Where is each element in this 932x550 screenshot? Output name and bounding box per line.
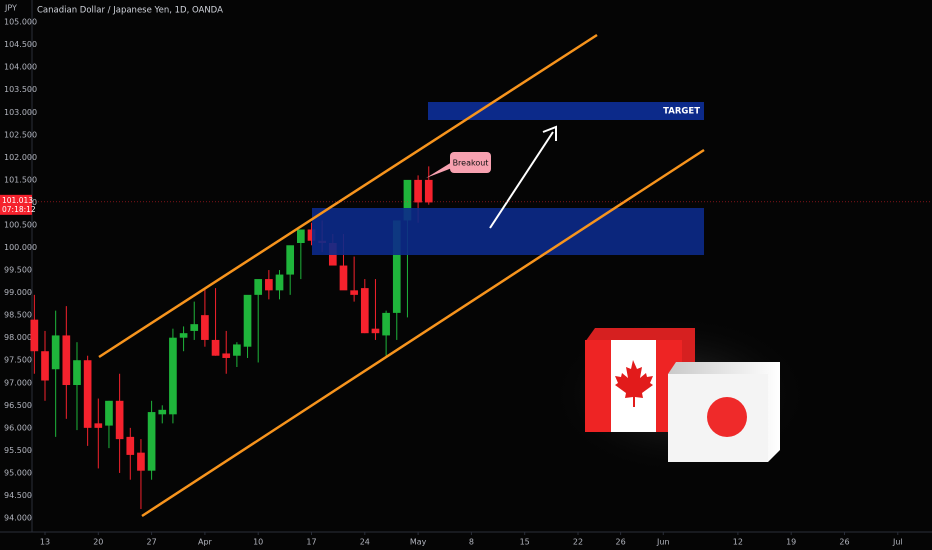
y-tick-label: 97.000 <box>4 378 32 387</box>
y-tick-label: 102.500 <box>4 130 37 139</box>
candle-body <box>147 412 156 471</box>
x-tick-label: Jul <box>892 538 903 547</box>
candle-body <box>169 337 177 415</box>
y-tick-label: 99.500 <box>4 266 32 275</box>
candle-body <box>179 333 188 338</box>
candle-body <box>403 179 412 221</box>
candle-body <box>339 265 348 291</box>
callout-label: Breakout <box>453 159 489 168</box>
candle-body <box>222 353 231 358</box>
y-tick-label: 97.500 <box>4 356 32 365</box>
x-tick-label: 19 <box>786 538 796 547</box>
candle-body <box>392 220 401 313</box>
canada-flag <box>585 328 695 432</box>
callout-tail <box>426 162 452 178</box>
x-tick-label: 13 <box>40 538 50 547</box>
y-tick-label: 103.000 <box>4 108 37 117</box>
x-tick-label: 12 <box>733 538 743 547</box>
last-price-box <box>0 194 32 215</box>
candle-body <box>73 360 81 386</box>
target-label: TARGET <box>663 107 700 117</box>
y-tick-label: 96.000 <box>4 423 32 432</box>
x-tick-label: Apr <box>198 538 213 547</box>
arrow-shaft <box>489 131 554 229</box>
y-tick-label: 103.500 <box>4 85 37 94</box>
candle-body <box>414 179 422 203</box>
candle-body <box>115 400 124 440</box>
candle-body <box>371 328 380 334</box>
candle-body <box>105 400 113 426</box>
candle-body <box>137 452 145 471</box>
x-tick-label: 17 <box>306 538 316 547</box>
x-tick-label: 22 <box>573 538 583 547</box>
x-tick-label: 8 <box>469 538 474 547</box>
candle-body <box>350 290 358 295</box>
candle-body <box>158 409 167 415</box>
x-tick-label: May <box>410 538 427 547</box>
x-tick-label: 10 <box>253 538 263 547</box>
x-tick-label: 26 <box>616 538 626 547</box>
candle-body <box>265 279 273 291</box>
y-tick-label: 94.500 <box>4 491 32 500</box>
arrow-head <box>542 125 557 141</box>
support-zone <box>312 208 704 255</box>
y-tick-label: 105.000 <box>4 18 37 27</box>
candle-body <box>126 436 135 455</box>
candle-body <box>41 351 49 381</box>
candle-body <box>424 179 433 203</box>
candle-body <box>307 229 316 241</box>
chart-title: Canadian Dollar / Japanese Yen, 1D, OAND… <box>37 6 223 16</box>
x-tick-label: 24 <box>360 538 370 547</box>
japan-flag <box>668 362 780 462</box>
y-tick-label: 94.000 <box>4 514 32 523</box>
candle-body <box>275 274 284 291</box>
x-tick-label: Jun <box>656 538 670 547</box>
candle-body <box>233 344 241 356</box>
candle-body <box>201 315 209 340</box>
candle-body <box>297 229 305 244</box>
currency-label: JPY <box>4 4 17 13</box>
candle-body <box>360 288 369 334</box>
candle-body <box>211 339 220 356</box>
candle-body <box>190 324 199 331</box>
y-tick-label: 99.000 <box>4 288 32 297</box>
y-tick-label: 98.500 <box>4 311 32 320</box>
candle-body <box>254 279 263 295</box>
x-tick-label: 26 <box>839 538 849 547</box>
y-tick-label: 100.000 <box>4 243 37 252</box>
x-tick-label: 27 <box>147 538 157 547</box>
y-tick-label: 95.500 <box>4 446 32 455</box>
y-tick-label: 95.000 <box>4 468 32 477</box>
x-tick-label: 15 <box>520 538 530 547</box>
channel-upper <box>98 33 598 359</box>
candle-body <box>51 335 60 370</box>
candle-body <box>94 423 103 428</box>
target-zone <box>428 102 704 120</box>
callout-box <box>450 152 491 173</box>
candle-body <box>30 319 39 352</box>
y-tick-label: 98.000 <box>4 333 32 342</box>
candle-body <box>243 294 252 347</box>
countdown-label: 07:18:12 <box>2 205 36 214</box>
candle-body <box>83 360 92 428</box>
y-tick-label: 102.000 <box>4 153 37 162</box>
candle-body <box>382 312 390 336</box>
y-tick-label: 104.000 <box>4 63 37 72</box>
channel-lower <box>141 148 705 518</box>
y-tick-label: 101.500 <box>4 175 37 184</box>
last-price-label: 101.013 <box>2 196 33 205</box>
candle-body <box>62 335 71 386</box>
y-tick-label: 104.500 <box>4 40 37 49</box>
y-tick-label: 100.500 <box>4 220 37 229</box>
candle-body <box>286 245 295 275</box>
y-tick-label: 96.500 <box>4 401 32 410</box>
x-tick-label: 20 <box>93 538 103 547</box>
